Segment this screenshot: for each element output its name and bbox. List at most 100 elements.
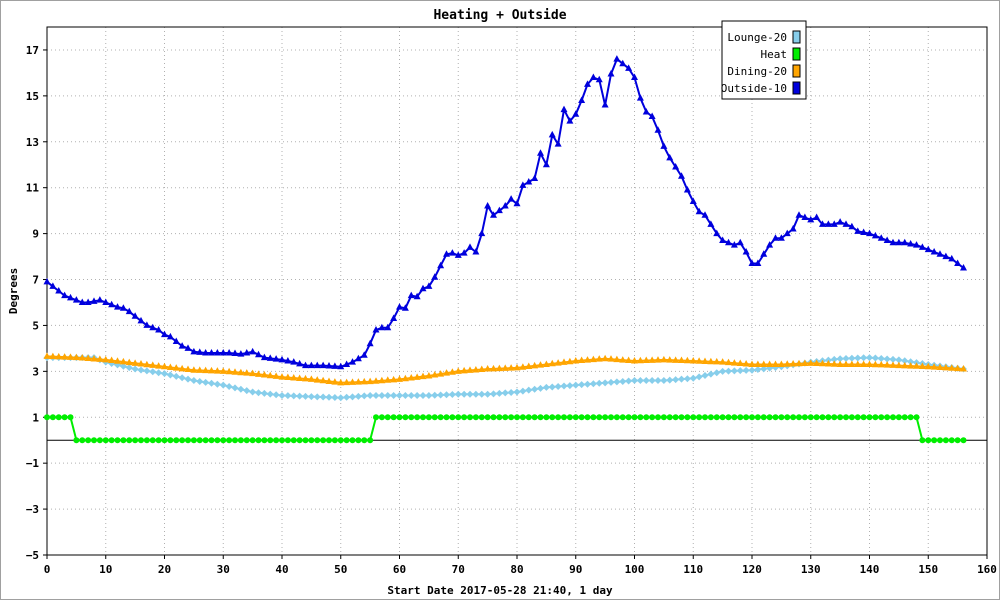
data-point bbox=[278, 391, 286, 399]
data-point bbox=[260, 371, 268, 378]
data-point bbox=[854, 227, 862, 234]
data-point bbox=[401, 304, 409, 311]
data-point bbox=[255, 370, 262, 377]
data-point bbox=[548, 359, 556, 367]
data-point bbox=[273, 437, 280, 444]
data-point bbox=[443, 250, 450, 257]
data-point bbox=[161, 330, 168, 338]
data-point bbox=[596, 414, 603, 421]
y-tick-label: 15 bbox=[26, 90, 39, 103]
data-point bbox=[267, 437, 274, 444]
data-point bbox=[337, 362, 345, 370]
data-point bbox=[772, 234, 779, 241]
data-point bbox=[478, 414, 485, 421]
data-point bbox=[542, 160, 550, 168]
data-point bbox=[90, 297, 98, 304]
data-point bbox=[372, 326, 380, 333]
data-point bbox=[725, 414, 732, 421]
data-point bbox=[472, 390, 480, 398]
data-point bbox=[877, 360, 885, 368]
data-point bbox=[231, 349, 239, 357]
data-point bbox=[79, 437, 86, 444]
data-point bbox=[760, 250, 768, 257]
data-point bbox=[219, 348, 227, 356]
data-point bbox=[437, 391, 445, 399]
data-point bbox=[507, 388, 515, 396]
data-point bbox=[683, 375, 691, 383]
data-point bbox=[878, 414, 885, 421]
data-point bbox=[819, 414, 826, 421]
data-point bbox=[279, 437, 285, 444]
data-point bbox=[525, 177, 533, 185]
data-point bbox=[78, 354, 86, 361]
data-point bbox=[901, 357, 909, 365]
data-point bbox=[143, 367, 151, 375]
data-point bbox=[936, 250, 944, 257]
data-point bbox=[214, 437, 221, 444]
data-point bbox=[161, 437, 168, 444]
data-point bbox=[472, 365, 480, 373]
data-point bbox=[637, 414, 644, 421]
data-point bbox=[443, 391, 450, 399]
data-point bbox=[666, 356, 674, 363]
legend-swatch-lounge-20 bbox=[792, 30, 801, 44]
data-point bbox=[613, 55, 621, 62]
data-point bbox=[284, 357, 292, 364]
data-point bbox=[907, 239, 915, 247]
x-axis-label: Start Date 2017-05-28 21:40, 1 day bbox=[387, 584, 613, 597]
data-point bbox=[437, 414, 444, 421]
y-tick-label: −3 bbox=[26, 503, 39, 516]
data-point bbox=[649, 414, 656, 421]
data-point bbox=[560, 358, 568, 365]
data-point bbox=[824, 220, 832, 227]
data-point bbox=[889, 361, 897, 368]
data-point bbox=[678, 414, 685, 421]
legend-swatch-outside-10 bbox=[792, 81, 801, 95]
data-point bbox=[196, 437, 203, 444]
data-point bbox=[648, 356, 656, 363]
data-point bbox=[636, 94, 644, 101]
data-point bbox=[143, 360, 151, 368]
data-point bbox=[349, 378, 356, 385]
data-point bbox=[84, 354, 92, 361]
data-point bbox=[272, 372, 280, 379]
data-point bbox=[67, 414, 74, 421]
data-point bbox=[213, 367, 221, 374]
data-point bbox=[454, 367, 462, 374]
data-point bbox=[196, 348, 204, 355]
data-point bbox=[366, 339, 374, 347]
data-point bbox=[108, 356, 116, 364]
data-point bbox=[232, 437, 238, 444]
data-point bbox=[636, 377, 644, 385]
data-point bbox=[125, 364, 133, 372]
data-point bbox=[560, 105, 568, 113]
data-point bbox=[484, 202, 492, 209]
data-point bbox=[531, 174, 539, 182]
data-point bbox=[608, 414, 614, 421]
data-point bbox=[807, 359, 815, 366]
data-point bbox=[448, 391, 456, 399]
data-point bbox=[496, 414, 503, 421]
data-point bbox=[325, 377, 333, 384]
data-point bbox=[249, 437, 256, 444]
data-point bbox=[748, 360, 756, 367]
data-point bbox=[219, 381, 227, 389]
data-point bbox=[595, 379, 603, 387]
data-point bbox=[625, 377, 633, 385]
x-tick-label: 110 bbox=[683, 563, 703, 576]
data-point bbox=[349, 437, 356, 444]
data-point bbox=[490, 390, 497, 398]
data-point bbox=[707, 220, 715, 227]
data-point bbox=[883, 355, 891, 363]
data-point bbox=[143, 437, 150, 444]
data-point bbox=[166, 332, 174, 340]
data-point bbox=[572, 110, 580, 117]
data-point bbox=[684, 414, 691, 421]
data-point bbox=[378, 376, 386, 384]
data-point bbox=[73, 437, 80, 444]
data-point bbox=[319, 376, 327, 384]
data-point bbox=[272, 391, 280, 399]
data-point bbox=[202, 378, 210, 386]
data-point bbox=[407, 391, 415, 399]
data-point bbox=[719, 358, 727, 365]
